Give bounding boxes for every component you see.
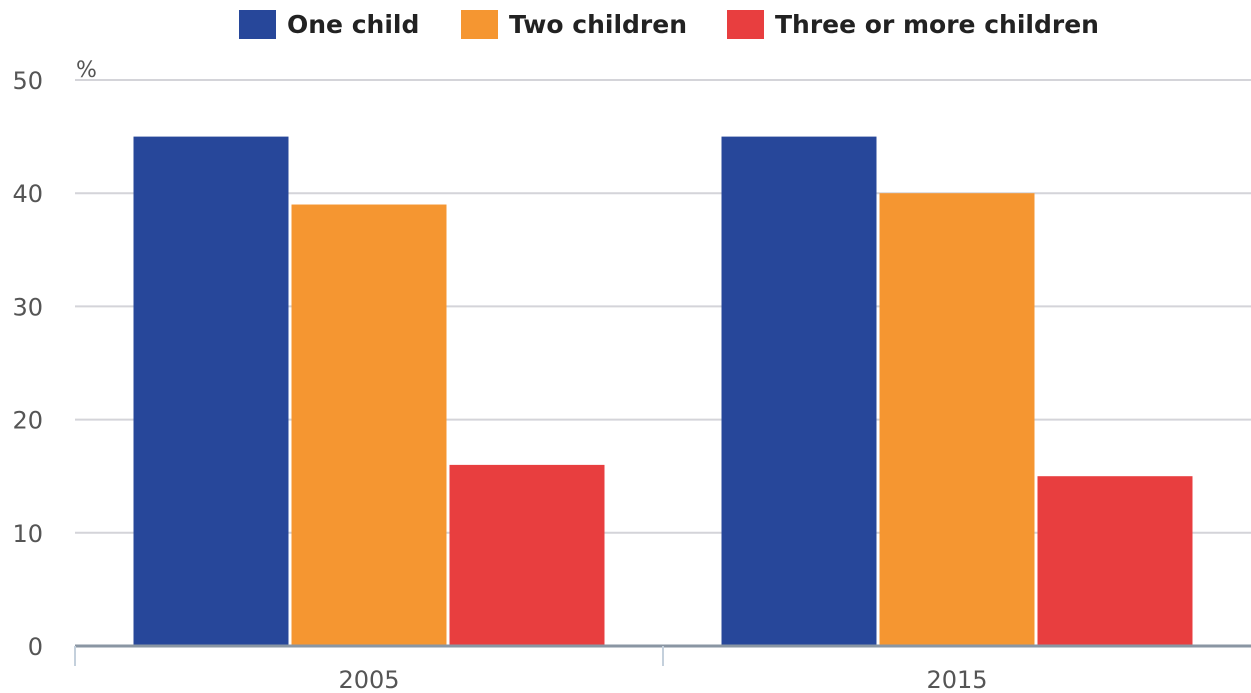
legend-label-three-or-more: Three or more children — [775, 9, 1099, 39]
x-tick-label-2015: 2015 — [926, 666, 987, 693]
bar-2015-two-children — [879, 193, 1035, 646]
y-tick-label-10: 10 — [12, 520, 43, 548]
y-tick-label-50: 50 — [12, 67, 43, 95]
legend-item-one-child: One child — [239, 8, 419, 40]
y-tick-label-20: 20 — [12, 407, 43, 435]
y-tick-label-0: 0 — [28, 633, 43, 661]
legend-swatch-two-children — [461, 9, 498, 39]
legend-item-three-or-more: Three or more children — [727, 8, 1099, 40]
legend-swatch-one-child — [239, 9, 276, 39]
bar-2015-one-child — [721, 136, 877, 646]
legend-swatch-three-or-more — [727, 9, 764, 39]
bar-2005-two-children — [291, 204, 447, 646]
y-tick-label-30: 30 — [12, 293, 43, 321]
bar-2015-three-or-more-children — [1037, 476, 1193, 646]
legend-item-two-children: Two children — [461, 8, 687, 40]
y-axis-unit: % — [76, 58, 97, 83]
y-tick-label-40: 40 — [12, 180, 43, 208]
bar-2005-three-or-more-children — [449, 464, 605, 646]
bar-2005-one-child — [133, 136, 289, 646]
chart-legend: One child Two children Three or more chi… — [0, 8, 1251, 40]
legend-label-one-child: One child — [287, 9, 420, 39]
legend-label-two-children: Two children — [509, 9, 688, 39]
x-tick-label-2005: 2005 — [338, 666, 399, 693]
